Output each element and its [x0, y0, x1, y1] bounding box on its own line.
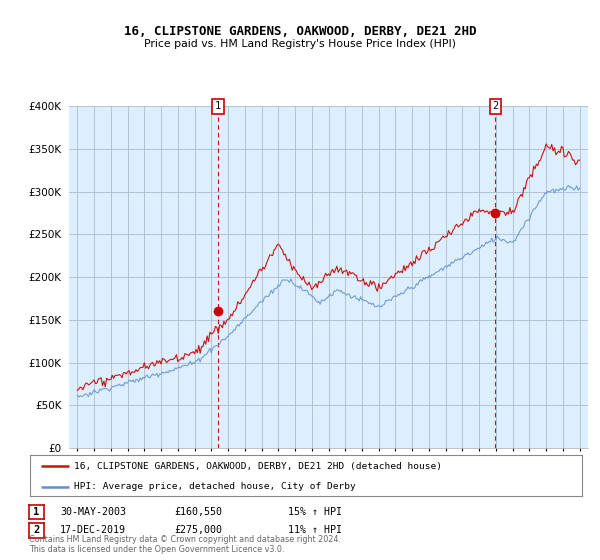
Text: 2: 2 — [34, 525, 40, 535]
Text: Contains HM Land Registry data © Crown copyright and database right 2024.
This d: Contains HM Land Registry data © Crown c… — [29, 535, 341, 554]
Text: 16, CLIPSTONE GARDENS, OAKWOOD, DERBY, DE21 2HD (detached house): 16, CLIPSTONE GARDENS, OAKWOOD, DERBY, D… — [74, 461, 442, 470]
Text: 11% ↑ HPI: 11% ↑ HPI — [288, 525, 342, 535]
Text: 30-MAY-2003: 30-MAY-2003 — [60, 507, 126, 517]
Text: HPI: Average price, detached house, City of Derby: HPI: Average price, detached house, City… — [74, 482, 356, 491]
Text: 1: 1 — [215, 101, 221, 111]
Text: Price paid vs. HM Land Registry's House Price Index (HPI): Price paid vs. HM Land Registry's House … — [144, 39, 456, 49]
Text: 2: 2 — [492, 101, 499, 111]
Text: £275,000: £275,000 — [174, 525, 222, 535]
Text: 16, CLIPSTONE GARDENS, OAKWOOD, DERBY, DE21 2HD: 16, CLIPSTONE GARDENS, OAKWOOD, DERBY, D… — [124, 25, 476, 38]
Text: £160,550: £160,550 — [174, 507, 222, 517]
Text: 1: 1 — [34, 507, 40, 517]
Text: 17-DEC-2019: 17-DEC-2019 — [60, 525, 126, 535]
Text: 15% ↑ HPI: 15% ↑ HPI — [288, 507, 342, 517]
